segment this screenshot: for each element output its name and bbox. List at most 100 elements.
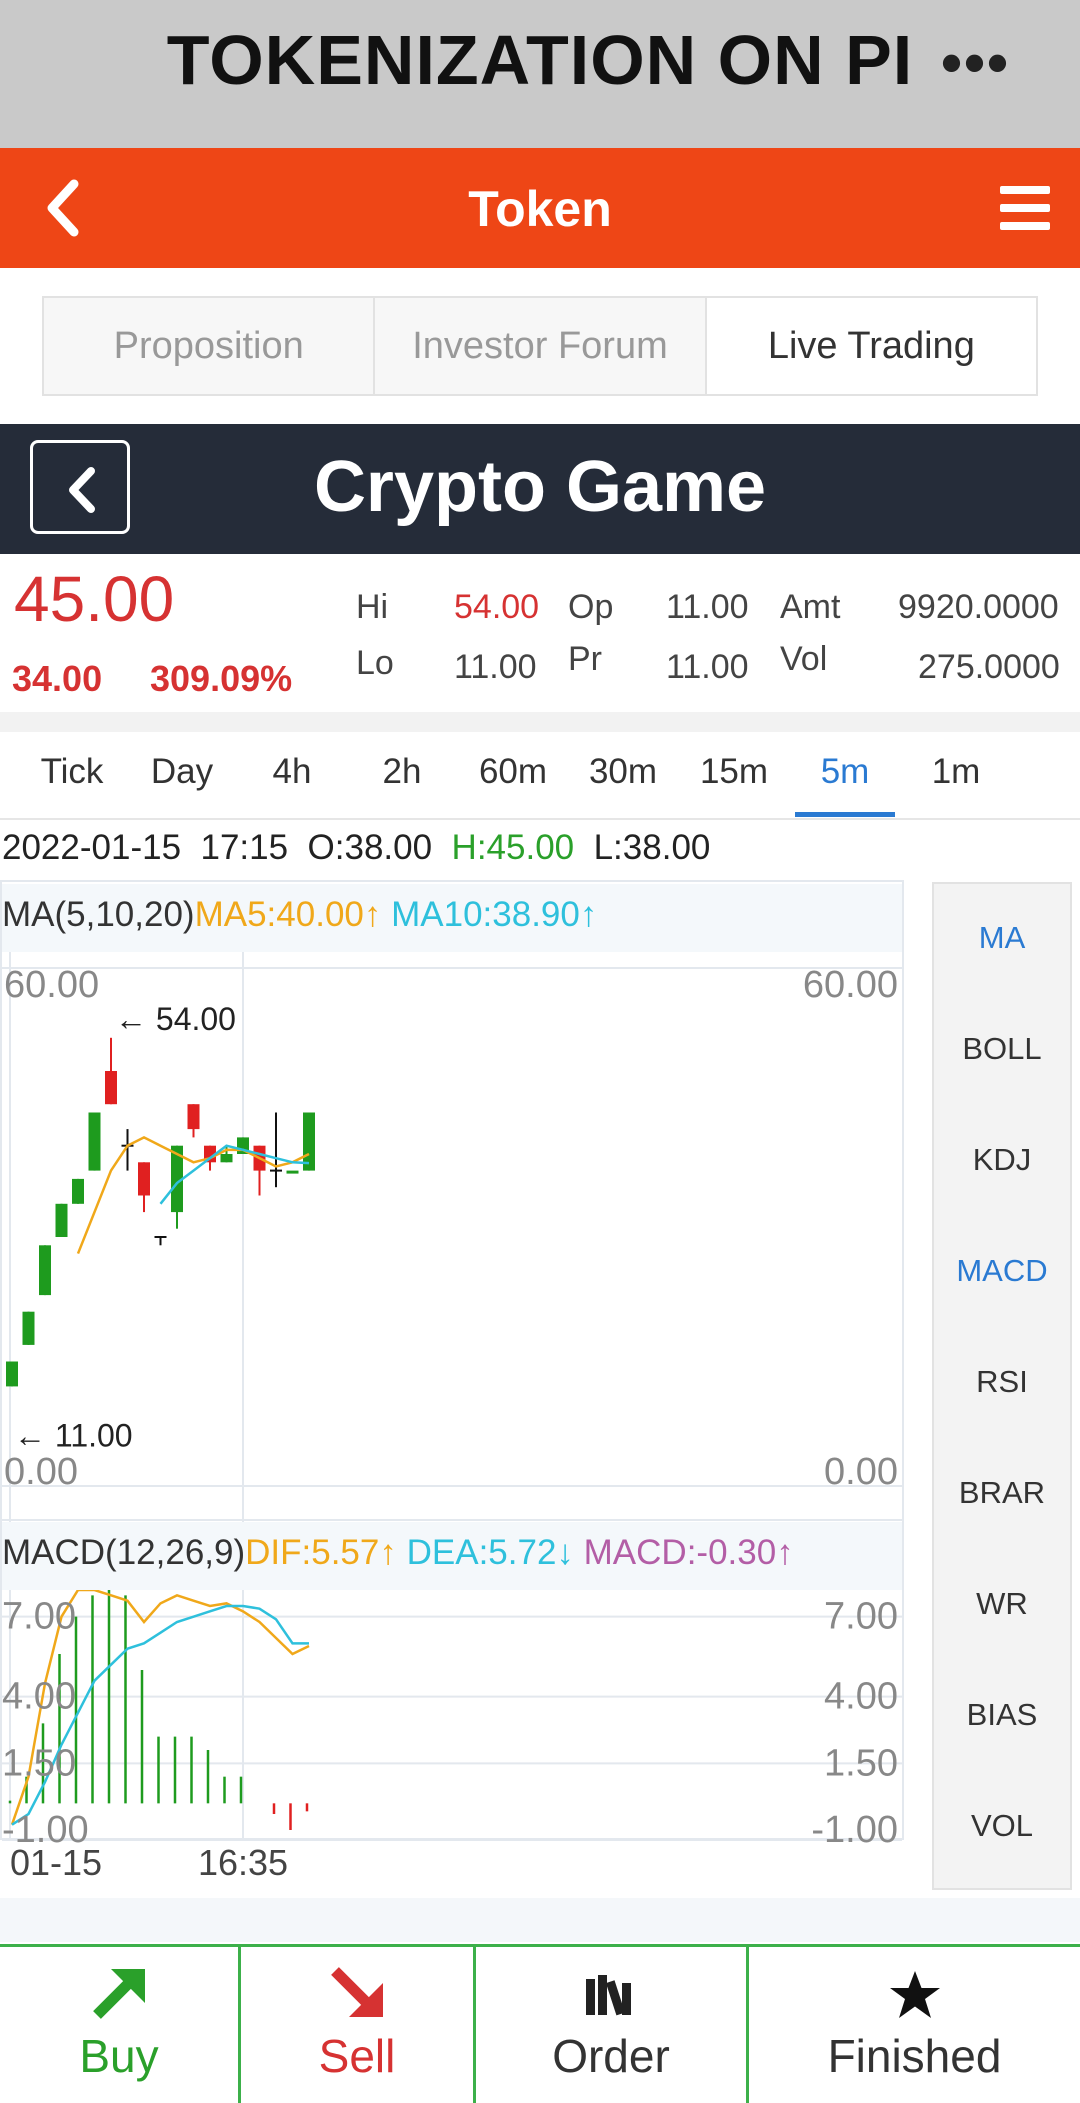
x-axis-label: 16:35 — [198, 1842, 288, 1880]
dif-line — [10, 1588, 310, 1826]
vol-value: 275.0000 — [918, 648, 1060, 686]
order-button[interactable]: Order — [476, 1947, 749, 2103]
buy-label: Buy — [79, 2030, 159, 2082]
candle-body — [286, 1170, 299, 1174]
back-icon[interactable] — [40, 178, 90, 238]
indicator-brar[interactable]: BRAR — [958, 1475, 1046, 1510]
indicator-panel: MA BOLL KDJ MACD RSI BRAR WR BIAS VOL — [932, 882, 1072, 1890]
dea-value: DEA:5.72↓ — [406, 1533, 574, 1572]
pr-label: Pr — [568, 640, 602, 678]
macd-y-label-right: -1.00 — [811, 1809, 898, 1851]
indicator-boll[interactable]: BOLL — [962, 1031, 1042, 1066]
period-60m[interactable]: 60m — [478, 752, 548, 791]
indicator-rsi[interactable]: RSI — [976, 1364, 1028, 1399]
period-tick[interactable]: Tick — [40, 752, 104, 791]
macd-y-label-left: -1.00 — [2, 1809, 89, 1851]
price-change: 34.00 — [12, 658, 103, 699]
macd-y-label-left: 4.00 — [2, 1676, 76, 1718]
indicator-wr[interactable]: WR — [976, 1586, 1028, 1621]
kline-chart[interactable]: 60.00 60.00 0.00 0.00 ← 54.00 ← 11.00 7.00 7.00… — [0, 880, 904, 1880]
period-30m[interactable]: 30m — [588, 752, 658, 791]
divider — [0, 1898, 1080, 1942]
ma5-line — [76, 1136, 310, 1255]
indicator-bias[interactable]: BIAS — [966, 1697, 1038, 1732]
lo-value: 11.00 — [454, 648, 537, 686]
divider — [0, 712, 1080, 732]
period-day[interactable]: Day — [150, 752, 214, 791]
hamburger-menu-icon[interactable] — [1000, 186, 1050, 230]
action-bar: Buy Sell Order Finished — [0, 1944, 1080, 2103]
ohlc-date: 2022-01-15 — [2, 828, 182, 867]
tab-proposition[interactable]: Proposition — [44, 298, 376, 394]
game-back-button[interactable] — [30, 440, 130, 534]
candle-body — [105, 1071, 117, 1105]
arrow-down-right-icon — [331, 1967, 383, 2017]
books-icon — [586, 1975, 631, 2016]
y-axis-label-left: 60.00 — [4, 964, 99, 1006]
dea-line — [11, 1604, 309, 1826]
y-axis-label-right: 60.00 — [803, 964, 898, 1006]
ma5-value: MA5:40.00↑ — [194, 895, 382, 934]
candle-body — [220, 1154, 233, 1163]
candle-body — [72, 1178, 84, 1204]
ohlc-readout: 2022-01-15 17:15 O:38.00 H:45.00 L:38.00 — [2, 828, 710, 868]
section-tabs: Proposition Investor Forum Live Trading — [42, 296, 1038, 396]
period-2h[interactable]: 2h — [382, 752, 422, 791]
star-icon — [889, 1971, 940, 2018]
period-tabs: Tick Day 4h 2h 60m 30m 15m 5m 1m — [0, 732, 1080, 820]
current-price: 45.00 — [14, 563, 175, 635]
macd-legend: MACD(12,26,9)DIF:5.57↑ DEA:5.72↓ MACD:-0… — [2, 1522, 902, 1590]
nav-title: Token — [468, 181, 612, 237]
ohlc-high: H:45.00 — [451, 828, 575, 867]
amt-label: Amt — [780, 588, 841, 626]
dif-value: DIF:5.57↑ — [245, 1533, 397, 1572]
more-icon[interactable]: ••• — [940, 29, 1010, 96]
period-4h[interactable]: 4h — [272, 752, 312, 791]
candle-body — [55, 1203, 68, 1237]
ma10-value: MA10:38.90↑ — [391, 895, 598, 934]
period-1m[interactable]: 1m — [931, 752, 981, 791]
candle-body — [22, 1311, 35, 1345]
candle-body — [187, 1104, 200, 1130]
indicator-vol[interactable]: VOL — [970, 1808, 1034, 1843]
price-change-percent: 309.09% — [150, 658, 293, 699]
indicator-kdj[interactable]: KDJ — [972, 1142, 1032, 1177]
period-5m[interactable]: 5m — [820, 752, 870, 791]
ohlc-time: 17:15 — [200, 828, 289, 867]
tab-investor-forum[interactable]: Investor Forum — [375, 298, 707, 394]
macd-y-label-right: 4.00 — [824, 1676, 898, 1718]
finished-button[interactable]: Finished — [749, 1947, 1080, 2103]
op-value: 11.00 — [666, 588, 749, 626]
candle-body — [88, 1112, 101, 1171]
arrow-up-right-icon — [93, 1969, 145, 2019]
order-label: Order — [552, 2030, 670, 2082]
op-label: Op — [568, 588, 614, 626]
macd-y-label-left: 1.50 — [2, 1742, 76, 1784]
chevron-left-icon — [69, 467, 95, 513]
pr-value: 11.00 — [666, 648, 749, 686]
macd-y-label-right: 1.50 — [824, 1742, 898, 1784]
indicator-macd[interactable]: MACD — [956, 1253, 1048, 1288]
candle-body — [171, 1145, 183, 1213]
y-axis-label-right: 0.00 — [824, 1451, 898, 1493]
min-price-label: ← 11.00 — [14, 1418, 133, 1454]
lo-label: Lo — [356, 644, 394, 682]
hi-label: Hi — [356, 588, 389, 626]
x-axis-label: 01-15 — [10, 1842, 102, 1880]
sell-button[interactable]: Sell — [241, 1947, 476, 2103]
amt-value: 9920.0000 — [898, 588, 1059, 626]
candle-body — [138, 1162, 150, 1196]
ohlc-low: L:38.00 — [593, 828, 711, 867]
tab-live-trading[interactable]: Live Trading — [706, 298, 1036, 394]
indicator-ma[interactable]: MA — [978, 920, 1026, 955]
app-title: TOKENIZATION ON PI — [166, 21, 914, 99]
y-axis-label-left: 0.00 — [4, 1451, 78, 1493]
ma10-line — [159, 1144, 310, 1205]
ma-legend-name: MA(5,10,20) — [2, 895, 195, 934]
game-bar: Crypto Game — [0, 424, 1080, 554]
buy-button[interactable]: Buy — [0, 1947, 241, 2103]
macd-legend-name: MACD(12,26,9) — [2, 1533, 246, 1572]
period-15m[interactable]: 15m — [699, 752, 769, 791]
macd-y-label-left: 7.00 — [2, 1596, 76, 1638]
candle-body — [39, 1245, 51, 1296]
